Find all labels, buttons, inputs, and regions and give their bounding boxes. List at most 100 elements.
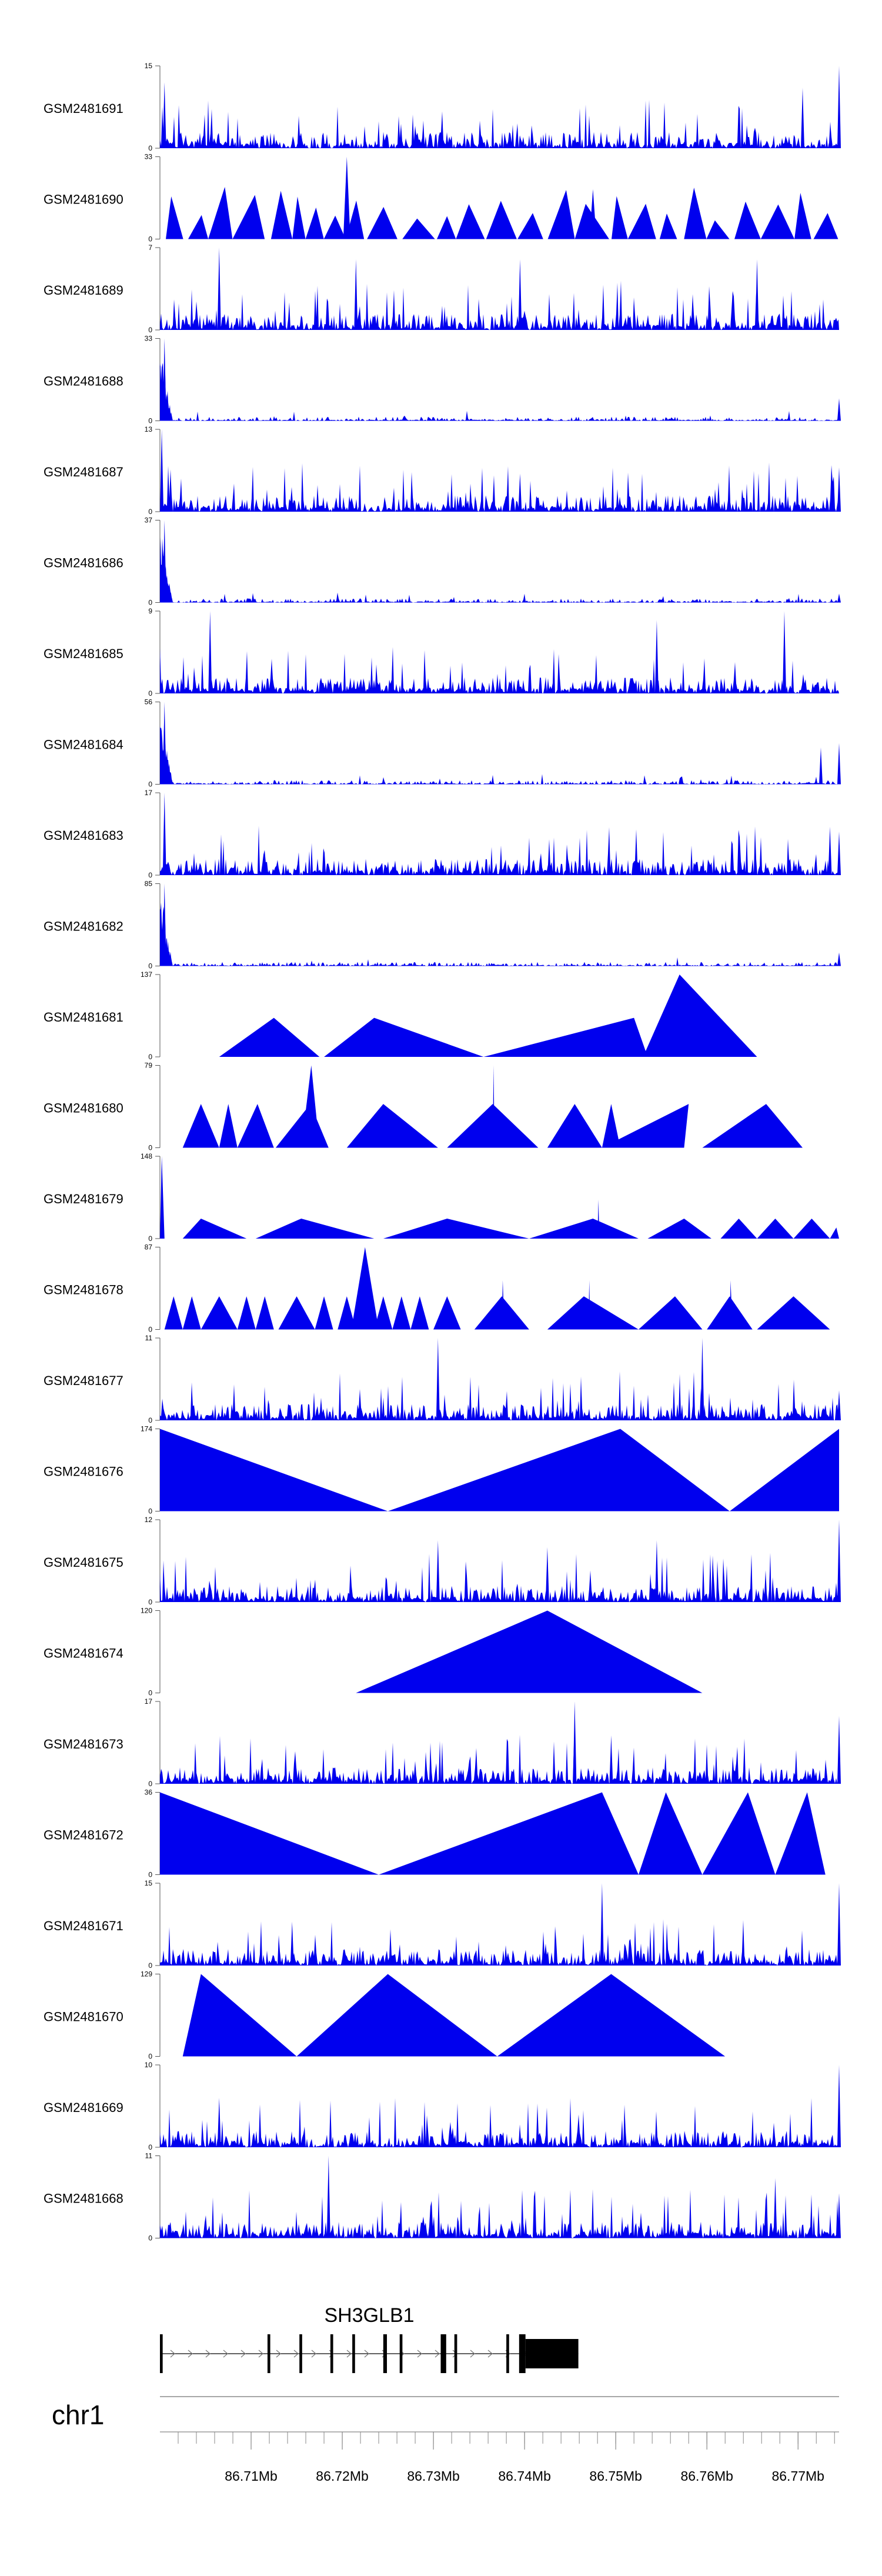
coverage-peak — [160, 726, 173, 785]
coverage-peak — [292, 196, 306, 239]
axis-tick-label: 86.76Mb — [680, 2468, 733, 2484]
strand-arrow-icon — [170, 2350, 175, 2358]
coverage-peak — [654, 1540, 659, 1602]
coverage-peak — [545, 1547, 549, 1602]
track-label: GSM2481682 — [44, 919, 123, 934]
coverage-peak — [794, 192, 811, 239]
coverage-peak — [219, 1017, 320, 1057]
coverage-peak — [356, 1610, 703, 1693]
gene-exon — [267, 2334, 270, 2373]
coverage-profile — [160, 462, 839, 512]
gene-exon — [160, 2334, 163, 2373]
coverage-area — [160, 1520, 841, 1602]
coverage-peak — [837, 1883, 841, 1966]
track-label: GSM2481679 — [44, 1192, 123, 1206]
coverage-peak — [296, 1974, 497, 2057]
coverage-peak — [182, 1218, 247, 1239]
track-label: GSM2481674 — [44, 1646, 123, 1661]
coverage-peak — [436, 216, 456, 239]
coverage-peak — [402, 218, 435, 239]
track-GSM2481674: GSM2481674 120 0 — [44, 1607, 703, 1697]
coverage-peak — [611, 196, 628, 239]
y-zero-label: 0 — [148, 1507, 152, 1516]
coverage-area — [160, 429, 841, 512]
y-max-label: 15 — [145, 62, 153, 70]
coverage-peak — [707, 1296, 753, 1330]
axis-tick-label: 86.77Mb — [771, 2468, 824, 2484]
coverage-peak — [638, 1792, 703, 1875]
coverage-area — [356, 1610, 703, 1693]
coverage-peak — [474, 1296, 529, 1330]
coverage-peak — [837, 831, 841, 875]
y-zero-label: 0 — [148, 2053, 152, 2061]
track-GSM2481677: GSM2481677 11 0 — [44, 1334, 841, 1424]
coverage-peak — [702, 1104, 803, 1148]
coverage-peak — [392, 1296, 411, 1330]
coverage-peak — [518, 259, 522, 330]
coverage-peak — [627, 203, 656, 239]
strand-arrow-icon — [258, 2350, 263, 2358]
coverage-peak — [529, 1218, 639, 1239]
track-GSM2481679: GSM2481679 148 0 — [44, 1152, 839, 1243]
coverage-peak — [830, 1227, 839, 1239]
track-GSM2481685: GSM2481685 9 0 — [44, 607, 839, 698]
axis-tick-label: 86.74Mb — [498, 2468, 551, 2484]
coverage-peak — [837, 1390, 841, 1420]
y-max-label: 37 — [145, 516, 153, 525]
coverage-peak — [447, 1104, 539, 1148]
coverage-peak — [182, 1974, 297, 2057]
coverage-peak — [162, 793, 166, 875]
coverage-peak — [237, 1296, 256, 1330]
coverage-peak — [573, 1701, 577, 1784]
y-max-label: 33 — [145, 335, 153, 343]
coverage-peak — [734, 201, 761, 239]
y-max-label: 15 — [145, 1879, 153, 1887]
strand-arrow-icon — [240, 2350, 246, 2358]
track-label: GSM2481670 — [44, 2010, 123, 2024]
coverage-peak — [387, 1974, 390, 2057]
y-max-label: 87 — [145, 1243, 153, 1252]
track-GSM2481688: GSM2481688 33 0 — [44, 335, 841, 425]
coverage-peak — [162, 520, 166, 603]
coverage-peak — [589, 189, 597, 239]
coverage-area — [160, 1156, 839, 1239]
coverage-peak — [517, 213, 543, 239]
coverage-peak — [760, 204, 795, 239]
coverage-profile — [160, 774, 839, 785]
coverage-peak — [518, 473, 522, 512]
coverage-peak — [547, 1296, 639, 1330]
coverage-peak — [160, 1429, 388, 1511]
coverage-peak — [219, 1104, 238, 1148]
coverage-peak — [755, 259, 759, 330]
coverage-peak — [486, 201, 517, 239]
track-GSM2481671: GSM2481671 15 0 — [44, 1879, 841, 1970]
coverage-peak — [837, 2193, 841, 2238]
track-label: GSM2481684 — [44, 738, 123, 752]
coverage-peak — [323, 215, 346, 239]
coverage-peak — [600, 1883, 604, 1966]
y-max-label: 11 — [145, 2152, 153, 2160]
coverage-area — [166, 156, 838, 239]
y-max-label: 129 — [141, 1970, 152, 1978]
y-max-label: 11 — [145, 1334, 153, 1342]
coverage-area — [160, 2065, 841, 2147]
coverage-peak — [456, 204, 485, 239]
coverage-profile — [160, 411, 839, 421]
coverage-peak — [301, 1065, 320, 1148]
coverage-peak — [609, 1735, 613, 1784]
coverage-profile — [160, 1371, 839, 1420]
coverage-peak — [166, 196, 183, 239]
y-zero-label: 0 — [148, 780, 152, 789]
coverage-area — [160, 1792, 826, 1875]
coverage-peak — [278, 1296, 315, 1330]
coverage-peak — [164, 1296, 183, 1330]
coverage-peak — [270, 191, 293, 239]
y-max-label: 10 — [145, 2061, 153, 2069]
coverage-peak — [702, 1792, 776, 1875]
track-GSM2481670: GSM2481670 129 0 — [44, 1970, 726, 2061]
coverage-peak — [343, 156, 350, 239]
strand-arrow-icon — [311, 2350, 316, 2358]
coverage-peak — [338, 1296, 356, 1330]
coverage-peak — [729, 1429, 839, 1511]
